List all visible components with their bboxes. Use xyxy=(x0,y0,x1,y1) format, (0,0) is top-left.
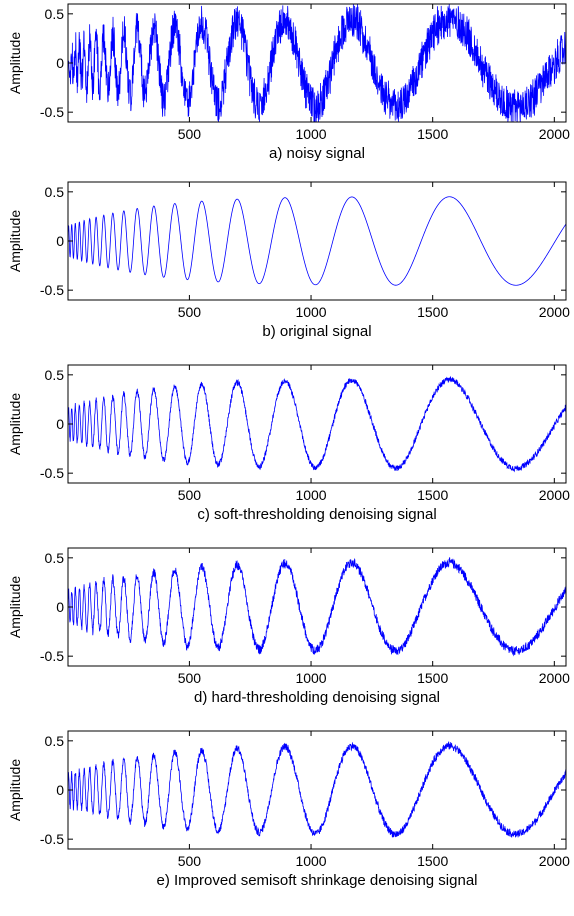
subplot-caption: e) Improved semisoft shrinkage denoising… xyxy=(157,872,478,889)
x-tick-label: 1500 xyxy=(417,304,448,320)
axes-frame xyxy=(67,181,567,301)
series-line-1 xyxy=(68,557,566,657)
x-tick-label: 2000 xyxy=(539,126,570,142)
y-tick-label: 0 xyxy=(56,416,64,432)
y-tick-label: 0.5 xyxy=(45,733,65,749)
x-tick-label: 2000 xyxy=(539,853,570,869)
y-tick-label: -0.5 xyxy=(40,282,64,298)
y-axis-label: Amplitude xyxy=(7,759,23,821)
y-tick-label: 0.5 xyxy=(45,550,65,566)
y-tick-label: 0 xyxy=(56,599,64,615)
x-tick-label: 2000 xyxy=(539,304,570,320)
x-tick-label: 1500 xyxy=(417,670,448,686)
subplot-caption: d) hard-thresholding denoising signal xyxy=(194,689,440,706)
subplot-caption: a) noisy signal xyxy=(269,145,365,162)
y-tick-label: 0.5 xyxy=(45,6,65,22)
x-tick-label: 2000 xyxy=(539,487,570,503)
x-tick-label: 1500 xyxy=(417,126,448,142)
x-tick-label: 2000 xyxy=(539,670,570,686)
y-tick-label: 0.5 xyxy=(45,367,65,383)
series-line-1 xyxy=(68,741,566,838)
series-line-1 xyxy=(68,375,566,473)
subplot-c: 500 1000 1500 2000 0.5 0 -0.5 Amplitude c) soft-… xyxy=(7,364,570,523)
x-tick-label: 1000 xyxy=(295,670,326,686)
x-tick-label: 500 xyxy=(178,853,202,869)
y-tick-label: -0.5 xyxy=(40,831,64,847)
x-tick-label: 1500 xyxy=(417,853,448,869)
x-tick-label: 500 xyxy=(178,126,202,142)
subplot-e: 500 1000 1500 2000 0.5 0 -0.5 Amplitude e) Impro… xyxy=(7,730,570,889)
y-tick-label: -0.5 xyxy=(40,648,64,664)
subplot-b: 500 1000 1500 2000 0.5 0 -0.5 Amplitude b) origi… xyxy=(7,181,570,340)
y-tick-label: -0.5 xyxy=(40,465,64,481)
x-tick-label: 1500 xyxy=(417,487,448,503)
subplot-d: 500 1000 1500 2000 0.5 0 -0.5 Amplitude d) hard-… xyxy=(7,547,570,706)
y-tick-label: 0 xyxy=(56,55,64,71)
x-tick-label: 1000 xyxy=(295,126,326,142)
x-tick-label: 1000 xyxy=(295,304,326,320)
axes-frame xyxy=(67,364,567,484)
y-axis-label: Amplitude xyxy=(7,32,23,94)
x-tick-label: 1000 xyxy=(295,853,326,869)
subplot-caption: c) soft-thresholding denoising signal xyxy=(197,506,436,523)
x-tick-label: 500 xyxy=(178,304,202,320)
x-tick-label: 500 xyxy=(178,670,202,686)
x-tick-label: 500 xyxy=(178,487,202,503)
y-axis-label: Amplitude xyxy=(7,576,23,638)
x-tick-label: 1000 xyxy=(295,487,326,503)
y-tick-label: -0.5 xyxy=(40,104,64,120)
y-tick-label: 0.5 xyxy=(45,184,65,200)
y-tick-label: 0 xyxy=(56,233,64,249)
subplot-a: 500 1000 1500 2000 0.5 0 -0.5 Amplitude a) noisy… xyxy=(7,3,570,162)
y-axis-label: Amplitude xyxy=(7,210,23,272)
y-tick-label: 0 xyxy=(56,782,64,798)
series-line-1 xyxy=(68,4,566,122)
y-axis-label: Amplitude xyxy=(7,393,23,455)
subplot-caption: b) original signal xyxy=(262,323,371,340)
series-line-1 xyxy=(68,196,566,286)
